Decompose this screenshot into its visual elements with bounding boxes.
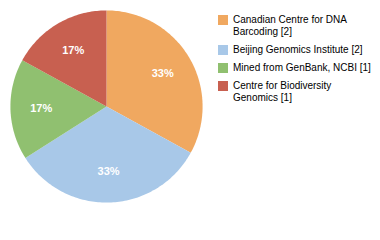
html-text:Centre for Biodiversity Genomi: Centre for Biodiversity Genomics [1] <box>233 80 332 103</box>
html-text:Canadian Centre for DNA Barcod: Canadian Centre for DNA Barcoding [2] <box>233 14 347 37</box>
html-text:Mined from GenBank, NCBI [1]: Mined from GenBank, NCBI [1] <box>233 62 371 73</box>
svg-text:17%: 17% <box>30 102 52 114</box>
html-text:Beijing Genomics Institute [2]: Beijing Genomics Institute [2] <box>233 44 363 55</box>
svg-text:33%: 33% <box>98 165 120 177</box>
svg-text:33%: 33% <box>152 67 174 79</box>
svg-text:17%: 17% <box>62 44 84 56</box>
